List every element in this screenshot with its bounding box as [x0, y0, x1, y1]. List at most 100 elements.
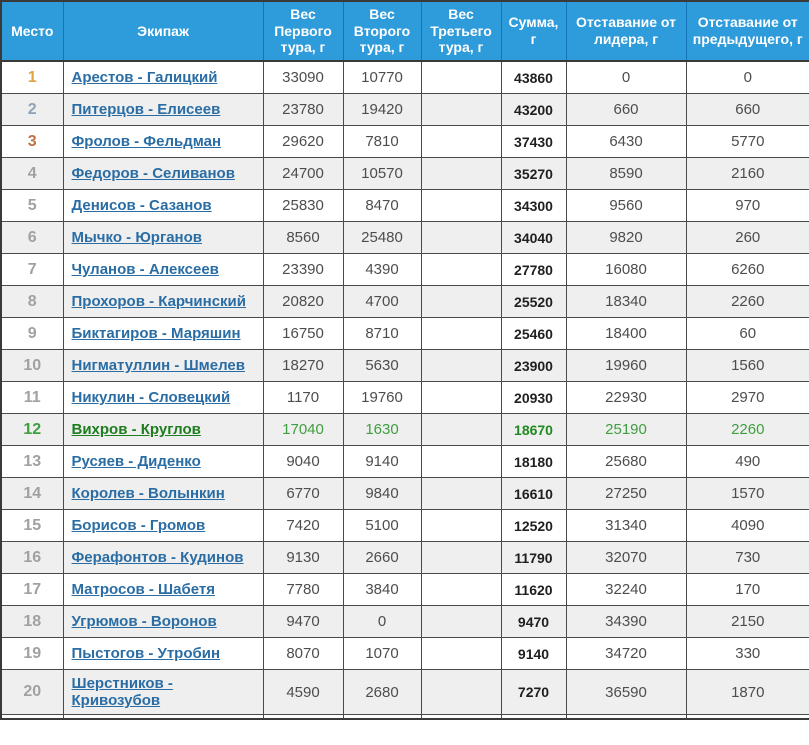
weight-tour1-cell: 33090	[262, 60, 344, 94]
gap-leader-cell: 34720	[565, 637, 687, 670]
weight-tour1-cell: 29620	[262, 125, 344, 158]
weight-tour1-cell: 18270	[262, 349, 344, 382]
weight-tour2-cell: 19420	[342, 93, 422, 126]
crew-link[interactable]: Угрюмов - Воронов	[71, 613, 217, 630]
crew-link[interactable]: Чуланов - Алексеев	[71, 261, 219, 278]
gap-leader-cell: 9820	[565, 221, 687, 254]
weight-tour1-cell: 9040	[262, 445, 344, 478]
weight-tour2-cell: 4700	[342, 285, 422, 318]
gap-leader-cell: 25680	[565, 445, 687, 478]
gap-prev-cell: 660	[685, 93, 809, 126]
crew-link[interactable]: Федоров - Селиванов	[71, 165, 235, 182]
column-header-weight-1: Вес Первого тура, г	[262, 0, 344, 62]
gap-leader-cell: 9560	[565, 189, 687, 222]
crew-link[interactable]: Матросов - Шабетя	[71, 581, 215, 598]
weight-tour1-cell: 24700	[262, 157, 344, 190]
sum-cell: 34300	[500, 189, 567, 222]
spacer-cell	[262, 714, 344, 720]
spacer-cell	[420, 714, 502, 720]
crew-cell: Биктагиров - Маряшин	[62, 317, 264, 350]
table-row: 20 Шерстников - Кривозубов 4590 2680 7270 365…	[0, 669, 809, 715]
place-cell: 12	[0, 413, 64, 446]
weight-tour3-cell	[420, 93, 502, 126]
crew-link[interactable]: Мычко - Юрганов	[71, 229, 202, 246]
place-cell: 7	[0, 253, 64, 286]
column-header-place: Место	[0, 0, 64, 62]
gap-leader-cell: 8590	[565, 157, 687, 190]
place-cell: 16	[0, 541, 64, 574]
gap-prev-cell: 0	[685, 60, 809, 94]
weight-tour3-cell	[420, 253, 502, 286]
crew-link[interactable]: Пыстогов - Утробин	[71, 645, 221, 662]
gap-prev-cell: 2150	[685, 605, 809, 638]
crew-cell: Русяев - Диденко	[62, 445, 264, 478]
gap-prev-cell: 1560	[685, 349, 809, 382]
crew-link[interactable]: Борисов - Громов	[71, 517, 206, 534]
sum-cell: 37430	[500, 125, 567, 158]
sum-cell: 12520	[500, 509, 567, 542]
weight-tour3-cell	[420, 477, 502, 510]
gap-prev-cell: 1870	[685, 669, 809, 715]
crew-link[interactable]: Питерцов - Елисеев	[71, 101, 221, 118]
crew-link[interactable]: Арестов - Галицкий	[71, 69, 218, 86]
crew-cell: Матросов - Шабетя	[62, 573, 264, 606]
gap-prev-cell: 170	[685, 573, 809, 606]
weight-tour3-cell	[420, 221, 502, 254]
crew-link[interactable]: Фролов - Фельдман	[71, 133, 222, 150]
crew-link[interactable]: Ферафонтов - Кудинов	[71, 549, 244, 566]
weight-tour2-cell: 5630	[342, 349, 422, 382]
weight-tour1-cell: 16750	[262, 317, 344, 350]
weight-tour2-cell: 2660	[342, 541, 422, 574]
place-cell: 19	[0, 637, 64, 670]
gap-prev-cell: 5770	[685, 125, 809, 158]
table-row: 8 Прохоров - Карчинский 20820 4700 25520 1834…	[0, 285, 809, 318]
weight-tour2-cell: 0	[342, 605, 422, 638]
crew-link[interactable]: Шерстников - Кривозубов	[71, 675, 173, 709]
sum-cell: 11620	[500, 573, 567, 606]
table-row: 11 Никулин - Словецкий 1170 19760 20930 22930…	[0, 381, 809, 414]
crew-cell: Денисов - Сазанов	[62, 189, 264, 222]
gap-leader-cell: 31340	[565, 509, 687, 542]
crew-link[interactable]: Биктагиров - Маряшин	[71, 325, 241, 342]
place-cell: 3	[0, 125, 64, 158]
column-header-gap-prev: Отставание от предыдущего, г	[685, 0, 809, 62]
weight-tour3-cell	[420, 157, 502, 190]
weight-tour1-cell: 20820	[262, 285, 344, 318]
weight-tour3-cell	[420, 285, 502, 318]
weight-tour2-cell: 10770	[342, 60, 422, 94]
column-header-weight-2: Вес Второго тура, г	[342, 0, 422, 62]
gap-leader-cell: 0	[565, 60, 687, 94]
weight-tour2-cell: 3840	[342, 573, 422, 606]
table-row: 16 Ферафонтов - Кудинов 9130 2660 11790 32070…	[0, 541, 809, 574]
crew-link[interactable]: Денисов - Сазанов	[71, 197, 212, 214]
crew-link[interactable]: Вихров - Круглов	[71, 421, 201, 438]
weight-tour2-cell: 2680	[342, 669, 422, 715]
gap-leader-cell: 22930	[565, 381, 687, 414]
place-cell: 10	[0, 349, 64, 382]
place-cell: 6	[0, 221, 64, 254]
sum-cell: 11790	[500, 541, 567, 574]
place-cell: 13	[0, 445, 64, 478]
sum-cell: 9470	[500, 605, 567, 638]
weight-tour3-cell	[420, 189, 502, 222]
crew-link[interactable]: Королев - Волынкин	[71, 485, 225, 502]
spacer-cell	[62, 714, 264, 720]
gap-leader-cell: 34390	[565, 605, 687, 638]
weight-tour1-cell: 6770	[262, 477, 344, 510]
sum-cell: 20930	[500, 381, 567, 414]
gap-prev-cell: 4090	[685, 509, 809, 542]
weight-tour2-cell: 1630	[342, 413, 422, 446]
column-header-sum: Сумма, г	[500, 0, 567, 62]
crew-cell: Никулин - Словецкий	[62, 381, 264, 414]
gap-leader-cell: 27250	[565, 477, 687, 510]
crew-link[interactable]: Русяев - Диденко	[71, 453, 201, 470]
weight-tour3-cell	[420, 573, 502, 606]
weight-tour1-cell: 8560	[262, 221, 344, 254]
crew-link[interactable]: Прохоров - Карчинский	[71, 293, 247, 310]
crew-link[interactable]: Никулин - Словецкий	[71, 389, 231, 406]
spacer-row	[0, 714, 809, 720]
place-cell: 20	[0, 669, 64, 715]
weight-tour3-cell	[420, 125, 502, 158]
place-cell: 18	[0, 605, 64, 638]
crew-link[interactable]: Нигматуллин - Шмелев	[71, 357, 245, 374]
